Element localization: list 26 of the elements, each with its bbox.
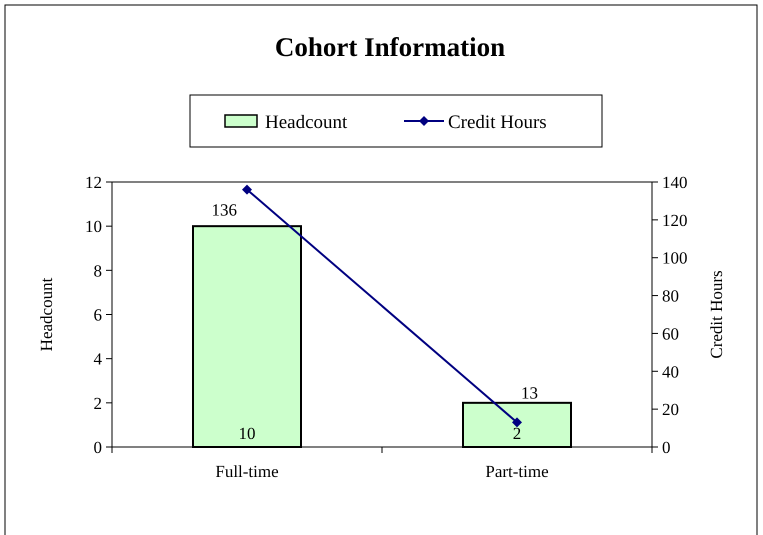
y2-tick-label: 20: [662, 400, 679, 420]
y-tick-label: 0: [94, 438, 102, 457]
y-tick-label: 12: [85, 173, 102, 192]
legend-label: Headcount: [265, 112, 348, 133]
chart-title: Cohort Information: [274, 32, 506, 62]
y2-tick-label: 80: [662, 286, 679, 306]
data-label: 2: [512, 424, 522, 443]
data-label: 136: [212, 200, 237, 220]
y2-tick-label: 40: [662, 362, 679, 382]
y-tick-label: 6: [94, 306, 102, 324]
legend-label: Credit Hours: [448, 112, 547, 133]
x-tick-label: Part-time: [485, 462, 549, 481]
y2-tick-label: 60: [662, 324, 679, 344]
y2-tick-label: 140: [662, 173, 688, 192]
y-tick-label: 4: [94, 350, 102, 369]
y-axis-title: Headcount: [37, 277, 56, 352]
x-tick-label: Full-time: [215, 462, 279, 481]
y2-tick-label: 120: [662, 210, 688, 230]
y-tick-label: 10: [85, 217, 102, 236]
y2-axis-title: Credit Hours: [707, 270, 726, 359]
y2-tick-label: 100: [662, 248, 688, 268]
y-tick-label: 2: [94, 394, 102, 413]
data-label: 10: [238, 424, 256, 443]
y2-tick-label: 0: [662, 438, 670, 457]
y-tick-label: 8: [94, 261, 102, 280]
data-label: 13: [521, 383, 538, 402]
